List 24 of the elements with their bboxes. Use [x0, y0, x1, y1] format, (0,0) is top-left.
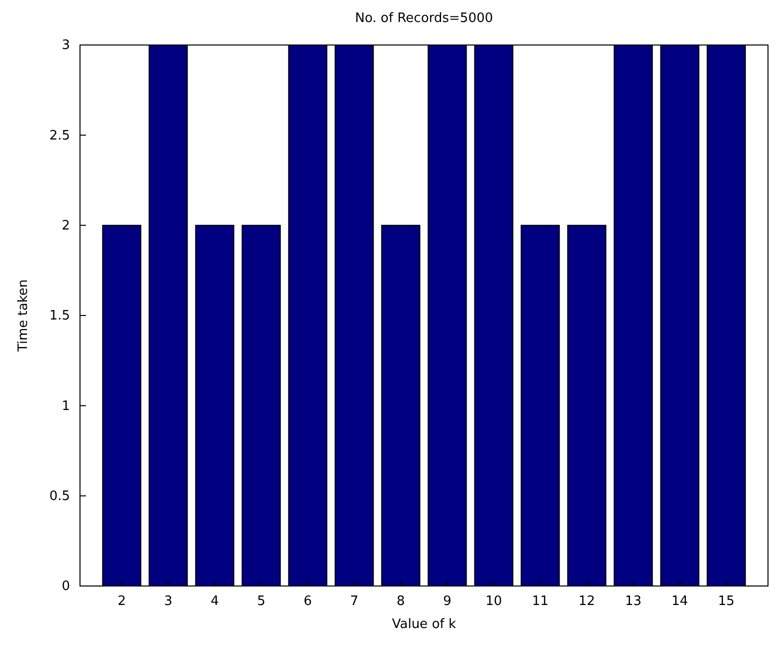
x-tick-label: 13 — [625, 594, 642, 610]
x-tick-label: 6 — [304, 594, 312, 610]
x-tick-label: 3 — [164, 594, 172, 610]
y-tick-label: 0.5 — [49, 488, 70, 504]
chart-title: No. of Records=5000 — [354, 11, 494, 26]
x-tick-label: 9 — [443, 594, 452, 610]
x-tick-label: 5 — [257, 594, 266, 610]
x-axis-title: Value of k — [392, 617, 456, 632]
x-tick-label: 7 — [350, 594, 358, 610]
x-tick-label: 2 — [118, 594, 126, 610]
x-tick-label: 8 — [396, 594, 405, 610]
x-tick-label: 14 — [672, 594, 688, 610]
y-tick-label: 1.5 — [49, 308, 70, 324]
y-tick-label: 3 — [62, 38, 70, 54]
y-tick-label: 2.5 — [49, 128, 70, 144]
y-axis-title: Time taken — [16, 279, 31, 353]
x-tick-label: 12 — [578, 594, 596, 610]
y-tick-label: 1 — [62, 398, 70, 414]
y-tick-label: 2 — [62, 218, 70, 234]
x-tick-label: 15 — [718, 594, 735, 610]
x-tick-label: 11 — [532, 594, 549, 610]
x-tick-label: 4 — [210, 594, 219, 610]
y-tick-label: 0 — [62, 579, 70, 594]
x-tick-label: 10 — [485, 594, 502, 610]
